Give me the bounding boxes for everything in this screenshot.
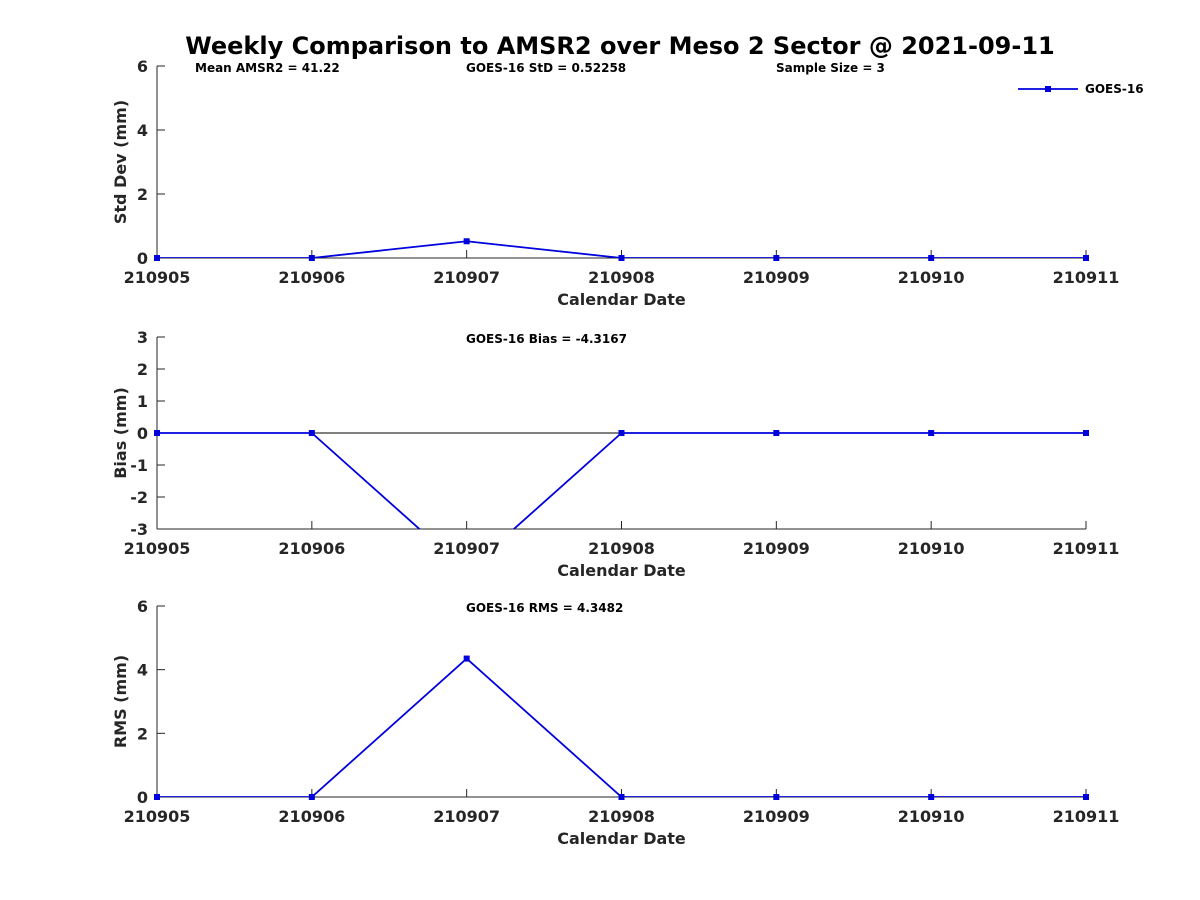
std-dev-panel: Mean AMSR2 = 41.22 GOES-16 StD = 0.52258 S…: [111, 57, 1119, 309]
rms-y-tick-label: 4: [137, 661, 148, 680]
rms-x-tick-label: 210911: [1053, 807, 1120, 826]
std-dev-x-tick-label: 210907: [433, 268, 500, 287]
bias-annotations: GOES-16 Bias = -4.3167: [466, 332, 627, 346]
std-dev-x-tick-label: 210905: [124, 268, 191, 287]
rms-x-tick-label: 210905: [124, 807, 191, 826]
rms-x-tick-label: 210908: [588, 807, 655, 826]
bias-data-point: [773, 430, 780, 436]
figure-title: Weekly Comparison to AMSR2 over Meso 2 S…: [185, 32, 1054, 60]
bias-y-axis-label: Bias (mm): [111, 387, 130, 479]
bias-y-tick-label: 1: [137, 392, 148, 411]
std-dev-y-tick-label: 2: [137, 185, 148, 204]
std-dev-annotation: Mean AMSR2 = 41.22: [195, 61, 340, 75]
rms-y-axis-label: RMS (mm): [111, 655, 130, 748]
std-dev-data-point: [928, 255, 935, 261]
bias-y-tick-label: 2: [137, 360, 148, 379]
bias-y-tick-label: 3: [137, 328, 148, 347]
rms-data-point: [618, 794, 625, 800]
bias-data-point: [154, 430, 160, 436]
bias-x-tick-label: 210905: [124, 539, 191, 558]
std-dev-y-axis-label: Std Dev (mm): [111, 100, 130, 224]
rms-data-point: [1083, 794, 1089, 800]
rms-data-point: [773, 794, 780, 800]
bias-y-tick-label: -1: [130, 456, 148, 475]
rms-data-point: [928, 794, 935, 800]
bias-y-tick-label: -2: [130, 488, 148, 507]
bias-data-point: [1083, 430, 1089, 436]
bias-x-tick-label: 210907: [433, 539, 500, 558]
std-dev-data-point: [773, 255, 780, 261]
rms-data-point: [308, 794, 315, 800]
std-dev-x-tick-label: 210908: [588, 268, 655, 287]
std-dev-x-tick-label: 210911: [1053, 268, 1120, 287]
rms-y-tick-label: 2: [137, 724, 148, 743]
std-dev-data-point: [618, 255, 625, 261]
std-dev-annotation: GOES-16 StD = 0.52258: [466, 61, 626, 75]
legend-marker: [1045, 86, 1051, 92]
std-dev-annotations: Mean AMSR2 = 41.22 GOES-16 StD = 0.52258 S…: [195, 61, 885, 75]
std-dev-annotation: Sample Size = 3: [776, 61, 885, 75]
rms-x-tick-label: 210906: [278, 807, 345, 826]
bias-panel: GOES-16 Bias = -4.3167 -3 -2 -1 0 1 2 3 210905 2…: [111, 328, 1119, 580]
std-dev-x-axis-label: Calendar Date: [557, 290, 686, 309]
rms-x-tick-label: 210909: [743, 807, 810, 826]
rms-panel: GOES-16 RMS = 4.3482 0 2 4 6 210905 210906 210…: [111, 597, 1119, 848]
std-dev-y-tick-label: 0: [137, 249, 148, 268]
bias-x-tick-label: 210908: [588, 539, 655, 558]
bias-x-tick-label: 210906: [278, 539, 345, 558]
std-dev-data-point: [308, 255, 315, 261]
bias-x-tick-label: 210910: [898, 539, 965, 558]
std-dev-y-tick-label: 6: [137, 57, 148, 76]
bias-data-point: [618, 430, 625, 436]
std-dev-data-point: [1083, 255, 1089, 261]
bias-x-axis-label: Calendar Date: [557, 561, 686, 580]
rms-y-tick-label: 0: [137, 788, 148, 807]
rms-data-point: [463, 655, 470, 662]
bias-y-tick-label: -3: [130, 520, 148, 539]
rms-x-tick-label: 210907: [433, 807, 500, 826]
std-dev-x-tick-label: 210906: [278, 268, 345, 287]
std-dev-x-tick-label: 210910: [898, 268, 965, 287]
rms-x-axis-label: Calendar Date: [557, 829, 686, 848]
std-dev-x-tick-label: 210909: [743, 268, 810, 287]
bias-x-tick-label: 210909: [743, 539, 810, 558]
std-dev-y-tick-label: 4: [137, 121, 148, 140]
rms-y-tick-label: 6: [137, 597, 148, 616]
legend-label: GOES-16: [1085, 82, 1144, 96]
rms-annotation: GOES-16 RMS = 4.3482: [466, 601, 623, 615]
std-dev-data-point: [154, 255, 160, 261]
rms-data-point: [154, 794, 160, 800]
std-dev-data-point: [463, 238, 470, 245]
rms-x-tick-label: 210910: [898, 807, 965, 826]
bias-annotation: GOES-16 Bias = -4.3167: [466, 332, 627, 346]
legend: GOES-16: [1018, 82, 1144, 96]
bias-data-point: [308, 430, 315, 436]
rms-annotations: GOES-16 RMS = 4.3482: [466, 601, 623, 615]
bias-y-tick-label: 0: [137, 424, 148, 443]
bias-data-point: [928, 430, 935, 436]
rms-series-line: [157, 657, 1086, 797]
bias-x-tick-label: 210911: [1053, 539, 1120, 558]
